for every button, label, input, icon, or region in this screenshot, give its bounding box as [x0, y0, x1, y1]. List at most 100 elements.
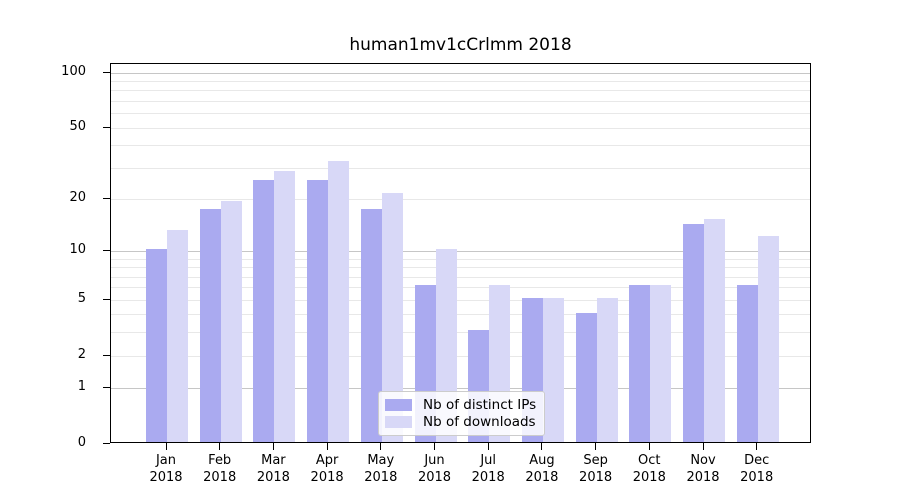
bar-may-distinct-ips	[360, 209, 382, 442]
major-gridline	[111, 72, 810, 74]
y-tick-label: 1	[77, 379, 86, 395]
x-tick-year: 2018	[310, 469, 344, 485]
x-tick-month: Apr	[315, 453, 339, 468]
x-tick-month: Dec	[744, 453, 770, 468]
y-tick-mark	[103, 443, 110, 444]
minor-gridline	[111, 198, 810, 200]
x-tick-year: 2018	[632, 469, 666, 485]
y-tick-label: 5	[77, 290, 86, 306]
x-tick-label-feb: Feb 2018	[192, 453, 248, 486]
minor-gridline	[111, 299, 810, 301]
x-tick-label-nov: Nov 2018	[675, 453, 731, 486]
x-tick-year: 2018	[256, 469, 290, 485]
minor-gridline	[111, 145, 810, 147]
bar-sep-distinct-ips	[575, 312, 597, 442]
x-tick-year: 2018	[525, 469, 559, 485]
x-tick-month: Nov	[690, 453, 716, 468]
x-tick-year: 2018	[364, 469, 398, 485]
major-gridline	[111, 251, 810, 253]
legend-swatch-distinct-ips	[385, 399, 412, 411]
bar-mar-distinct-ips	[253, 179, 275, 442]
minor-gridline	[111, 90, 810, 92]
y-tick-mark	[103, 250, 110, 251]
legend-item-downloads: Nb of downloads	[385, 414, 536, 430]
x-tick-mark	[702, 443, 704, 450]
x-tick-month: May	[367, 453, 395, 468]
x-axis: Jan 2018 Feb 2018 Mar 2018 Apr 2018 May 2018 Jun 20…	[110, 443, 811, 500]
x-tick-label-apr: Apr 2018	[299, 453, 355, 486]
x-tick-label-jun: Jun 2018	[407, 453, 463, 486]
x-tick-mark	[541, 443, 543, 450]
y-tick-label: 50	[69, 118, 86, 134]
bar-feb-distinct-ips	[199, 209, 221, 442]
y-tick-mark	[103, 126, 110, 128]
bar-oct-distinct-ips	[629, 285, 651, 442]
y-tick-mark	[103, 387, 110, 389]
y-tick-mark	[103, 354, 110, 356]
x-tick-mark	[272, 443, 274, 450]
x-tick-label-mar: Mar 2018	[245, 453, 301, 486]
bar-mar-downloads	[274, 171, 296, 442]
bar-nov-downloads	[704, 218, 725, 442]
plot-area: Nb of distinct IPs Nb of downloads	[110, 63, 811, 443]
x-tick-month: Feb	[208, 453, 232, 468]
x-tick-month: Jun	[424, 453, 445, 468]
bar-aug-downloads	[542, 297, 564, 442]
x-tick-month: Sep	[583, 453, 608, 468]
y-tick-label: 100	[61, 63, 86, 79]
x-tick-label-aug: Aug 2018	[514, 453, 570, 486]
x-tick-year: 2018	[686, 469, 720, 485]
x-tick-month: Aug	[529, 453, 555, 468]
x-tick-label-jul: Jul 2018	[460, 453, 516, 486]
minor-gridline	[111, 276, 810, 278]
minor-gridline	[111, 100, 810, 102]
legend-item-distinct-ips: Nb of distinct IPs	[385, 397, 536, 413]
x-tick-year: 2018	[203, 469, 237, 485]
minor-gridline	[111, 167, 810, 169]
x-tick-mark	[648, 443, 650, 450]
x-tick-month: Oct	[638, 453, 661, 468]
x-tick-label-jan: Jan 2018	[138, 453, 194, 486]
x-tick-year: 2018	[149, 469, 183, 485]
bar-feb-downloads	[220, 200, 242, 442]
legend: Nb of distinct IPs Nb of downloads	[378, 391, 545, 436]
legend-label-distinct-ips: Nb of distinct IPs	[423, 397, 537, 413]
x-tick-year: 2018	[471, 469, 505, 485]
y-tick-mark	[103, 198, 110, 199]
x-tick-mark	[219, 443, 221, 450]
x-tick-label-dec: Dec 2018	[729, 453, 785, 486]
x-tick-mark	[595, 443, 597, 450]
y-tick-label: 2	[77, 346, 86, 362]
x-tick-mark	[380, 443, 382, 450]
legend-swatch-downloads	[385, 416, 412, 428]
y-tick-mark	[103, 71, 110, 73]
y-tick-label: 10	[69, 242, 86, 257]
x-tick-month: Jan	[155, 453, 177, 468]
x-tick-mark	[326, 443, 328, 450]
y-tick-label: 0	[77, 435, 86, 450]
y-axis: 0 1 2 5 10 20 50 100	[0, 63, 110, 450]
y-tick-label: 20	[69, 190, 86, 205]
minor-gridline	[111, 267, 810, 269]
x-tick-label-oct: Oct 2018	[621, 453, 677, 486]
x-tick-year: 2018	[740, 469, 774, 485]
minor-gridline	[111, 113, 810, 115]
chart-title: human1mv1cCrlmm 2018	[349, 35, 572, 55]
bar-jan-distinct-ips	[146, 249, 167, 442]
legend-label-downloads: Nb of downloads	[423, 414, 536, 430]
x-tick-month: Jul	[480, 453, 497, 468]
x-tick-year: 2018	[417, 469, 452, 485]
bar-dec-distinct-ips	[736, 285, 758, 442]
bar-may-downloads	[381, 193, 403, 442]
bar-sep-downloads	[596, 297, 618, 442]
x-tick-label-may: May 2018	[353, 453, 409, 486]
bar-apr-distinct-ips	[307, 179, 329, 442]
minor-gridline	[111, 127, 810, 129]
bar-dec-downloads	[757, 235, 779, 442]
major-gridline	[111, 388, 810, 390]
x-tick-mark	[434, 443, 435, 450]
x-tick-year: 2018	[579, 469, 613, 485]
x-tick-mark	[165, 443, 167, 450]
minor-gridline	[111, 287, 810, 289]
